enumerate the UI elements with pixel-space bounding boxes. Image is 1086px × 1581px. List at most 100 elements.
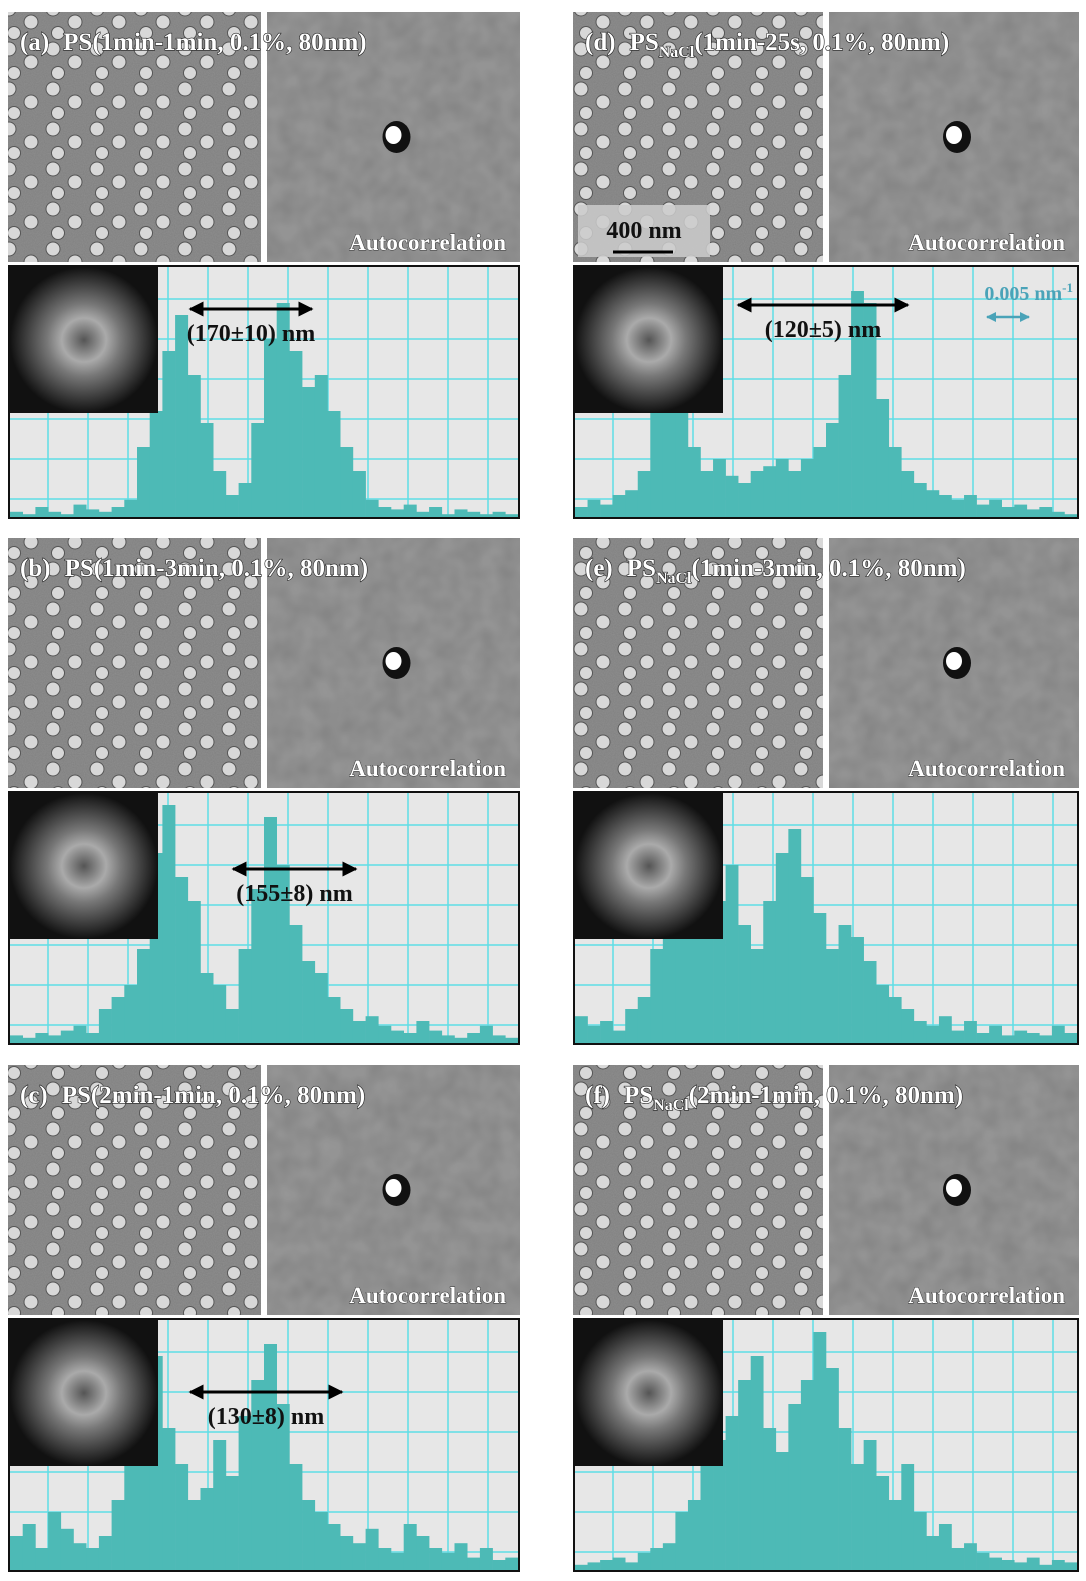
panel-title-text: PS(1min-3min, 0.1%, 80nm)	[65, 555, 368, 582]
histogram-bar	[112, 997, 125, 1045]
histogram-bar	[61, 1031, 74, 1045]
histogram-bar	[839, 1428, 852, 1572]
histogram-bar	[162, 1428, 175, 1572]
histogram-bar	[366, 1016, 379, 1045]
panel-title-subscript: NaCl	[653, 1097, 689, 1114]
histogram-bar	[763, 466, 776, 519]
histogram-bar	[889, 997, 902, 1045]
histogram-bar	[239, 483, 252, 519]
histogram-bar	[188, 375, 201, 519]
histogram-bar	[600, 505, 613, 519]
histogram-bar	[876, 399, 889, 519]
histogram-bar	[124, 985, 137, 1045]
histogram-bar	[378, 1026, 391, 1045]
histogram-bar	[201, 973, 214, 1045]
autocorrelation-label: Autocorrelation	[349, 1283, 506, 1308]
histogram-bar	[751, 949, 764, 1045]
histogram-bar	[429, 1031, 442, 1045]
histogram-bar	[353, 1021, 366, 1045]
panel-title-suffix: (1min-3min, 0.1%, 80nm)	[692, 555, 966, 582]
frequency-bar-superscript: -1	[1062, 280, 1073, 295]
histogram-bar	[688, 1500, 701, 1572]
histogram-bar	[1014, 505, 1027, 519]
histogram-bar	[751, 471, 764, 519]
histogram-bar	[442, 1553, 455, 1572]
histogram-bar	[353, 471, 366, 519]
autocorrelation-label: Autocorrelation	[349, 230, 506, 255]
histogram-bar	[366, 500, 379, 519]
histogram-bar	[788, 471, 801, 519]
panel-title: (c)PS(2min-1min, 0.1%, 80nm)	[20, 1082, 365, 1109]
histogram-bar	[328, 997, 341, 1045]
histogram-bar	[600, 1021, 613, 1045]
histogram-bar	[952, 1548, 965, 1572]
histogram-bar	[914, 483, 927, 519]
histogram-bar	[150, 411, 163, 519]
histogram-bar	[416, 1536, 429, 1572]
histogram-bar	[650, 1548, 663, 1572]
panel-label: (e)	[585, 555, 613, 582]
histogram-bar	[99, 1536, 112, 1572]
histogram-bar	[864, 1440, 877, 1572]
panel-title-suffix: (1min-25s, 0.1%, 80nm)	[694, 29, 949, 56]
histogram-bar	[889, 1500, 902, 1572]
figure: Autocorrelation(a)PS(1min-1min, 0.1%, 80…	[0, 0, 1086, 1581]
histogram-bar	[788, 1404, 801, 1572]
histogram-bar	[289, 1464, 302, 1572]
histogram-bar	[137, 447, 150, 519]
panel-title: (b)PS(1min-3min, 0.1%, 80nm)	[20, 555, 368, 582]
histogram-bar	[328, 1524, 341, 1572]
histogram-bar	[977, 1553, 990, 1572]
panel: Autocorrelation(f)PSNaCl(2min-1min, 0.1%…	[573, 1065, 1079, 1572]
histogram-bar	[35, 1548, 48, 1572]
histogram-bar	[112, 1500, 125, 1572]
histogram-bar	[826, 423, 839, 519]
histogram-bar	[701, 471, 714, 519]
histogram-bar	[1052, 1026, 1065, 1045]
autocorrelation-label: Autocorrelation	[908, 756, 1065, 781]
panel-label: (a)	[20, 29, 49, 56]
histogram-bar	[264, 339, 277, 519]
histogram-bar	[201, 1488, 214, 1572]
histogram-bar	[763, 1428, 776, 1572]
histogram-bar	[1027, 1558, 1040, 1572]
histogram-bar	[315, 1512, 328, 1572]
histogram-bar	[926, 1536, 939, 1572]
histogram-bar	[416, 1021, 429, 1045]
histogram-bar	[239, 949, 252, 1045]
histogram-bar	[23, 1524, 36, 1572]
histogram-bar	[315, 375, 328, 519]
histogram-bar	[688, 447, 701, 519]
autocorrelation-peak	[946, 652, 962, 670]
histogram-bar	[86, 1548, 99, 1572]
autocorrelation-label: Autocorrelation	[349, 756, 506, 781]
frequency-bar-label: 0.005 nm-1	[984, 280, 1073, 305]
panel-title-prefix: PS	[627, 555, 656, 582]
histogram-bar	[201, 423, 214, 519]
panel-label: (c)	[20, 1082, 48, 1109]
autocorrelation-peak	[946, 1179, 962, 1197]
histogram-bar	[964, 1021, 977, 1045]
fft-inset	[10, 267, 158, 413]
histogram-bar	[625, 1009, 638, 1045]
histogram-bar	[763, 901, 776, 1045]
histogram-bar	[613, 1031, 626, 1045]
histogram-bar	[505, 1558, 518, 1572]
histogram-bar	[901, 1464, 914, 1572]
histogram-bar	[366, 1529, 379, 1572]
histogram-bar	[876, 985, 889, 1045]
histogram-bar	[328, 411, 341, 519]
histogram-bar	[213, 1440, 226, 1572]
spacing-label: (130±8) nm	[208, 1404, 325, 1430]
histogram-bar	[289, 351, 302, 519]
histogram-bar	[776, 853, 789, 1045]
histogram-bar	[776, 459, 789, 519]
panel-title-subscript: NaCl	[659, 44, 695, 61]
histogram-bar	[188, 1500, 201, 1572]
histogram-bar	[124, 1452, 137, 1572]
histogram-bar	[391, 1553, 404, 1572]
autocorrelation-peak	[946, 126, 962, 144]
histogram-bar	[839, 925, 852, 1045]
histogram-bar	[455, 1543, 468, 1572]
histogram-bar	[939, 1016, 952, 1045]
